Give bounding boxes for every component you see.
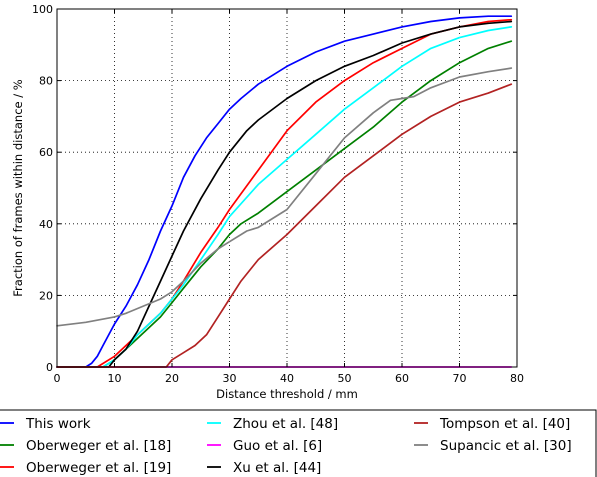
x-tick-label: 70 [453,372,467,385]
legend-label: Xu et al. [44] [233,460,321,476]
legend-label: Tompson et al. [40] [439,416,570,432]
y-tick-label: 40 [39,218,53,231]
x-tick-label: 50 [338,372,352,385]
y-tick-labels: 0 20 40 60 80 100 [32,3,53,374]
series-line-1 [56,40,513,368]
x-tick-label: 40 [280,372,294,385]
y-tick-label: 60 [39,146,53,159]
x-tick-label: 60 [395,372,409,385]
x-axis-label: Distance threshold / mm [216,387,358,401]
legend-label: Oberweger et al. [18] [26,438,171,454]
y-tick-label: 20 [39,289,53,302]
x-tick-labels: 0 10 20 30 40 50 60 70 80 [54,372,525,385]
series-line-3 [56,26,513,368]
series-line-6 [56,83,513,368]
axis-ticks [56,8,518,368]
legend-label: Supancic et al. [30] [440,438,572,454]
x-tick-label: 80 [510,372,524,385]
y-tick-label: 80 [39,75,53,88]
y-axis-label: Fraction of frames within distance / % [11,79,25,297]
y-tick-label: 0 [46,361,53,374]
x-tick-label: 30 [223,372,237,385]
legend: This work Oberweger et al. [18] Oberweger … [0,416,572,476]
plot-lines [56,15,513,368]
legend-label: Oberweger et al. [19] [26,460,171,476]
y-tick-label: 100 [32,3,53,16]
legend-label: Zhou et al. [48] [233,416,338,432]
grid [57,9,517,367]
x-tick-label: 0 [54,372,61,385]
series-line-0 [56,15,513,368]
legend-label: Guo et al. [6] [233,438,322,454]
x-tick-label: 10 [108,372,122,385]
legend-box [0,409,597,477]
legend-label: This work [25,416,91,432]
series-line-5 [56,20,513,368]
x-tick-label: 20 [165,372,179,385]
series-line-7 [56,67,513,327]
